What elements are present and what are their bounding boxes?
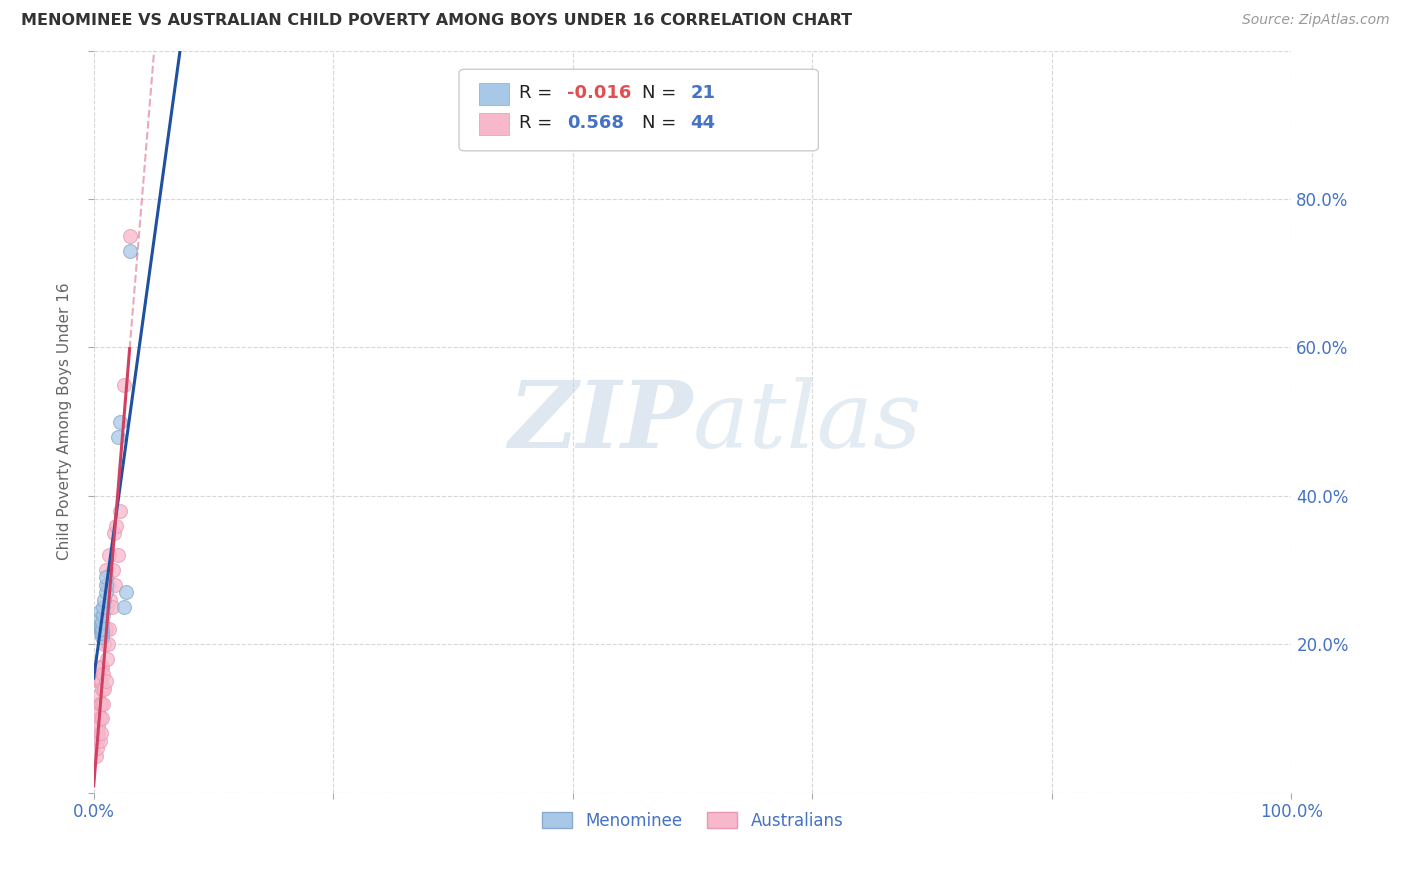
- Point: [118, 244, 141, 258]
- Point: [112, 377, 135, 392]
- Text: MENOMINEE VS AUSTRALIAN CHILD POVERTY AMONG BOYS UNDER 16 CORRELATION CHART: MENOMINEE VS AUSTRALIAN CHILD POVERTY AM…: [21, 13, 852, 29]
- Point: [84, 748, 107, 763]
- Point: [94, 585, 117, 599]
- Point: [89, 733, 111, 747]
- Point: [89, 674, 111, 689]
- Point: [98, 548, 121, 562]
- Point: [86, 726, 108, 740]
- Point: [107, 548, 129, 562]
- Point: [87, 689, 110, 703]
- Point: [91, 615, 114, 629]
- Point: [90, 618, 112, 632]
- Point: [89, 711, 111, 725]
- Point: [96, 600, 118, 615]
- Point: [89, 618, 111, 632]
- Point: [94, 563, 117, 577]
- Point: [94, 674, 117, 689]
- Text: N =: N =: [643, 84, 682, 102]
- Text: 0.568: 0.568: [567, 114, 624, 132]
- Bar: [479, 113, 509, 136]
- Text: R =: R =: [519, 114, 558, 132]
- Point: [91, 667, 114, 681]
- Point: [89, 659, 111, 673]
- Point: [91, 623, 114, 637]
- Point: [87, 726, 110, 740]
- Point: [90, 623, 112, 637]
- Point: [87, 719, 110, 733]
- Point: [107, 429, 129, 443]
- Point: [93, 637, 115, 651]
- Y-axis label: Child Poverty Among Boys Under 16: Child Poverty Among Boys Under 16: [58, 283, 72, 560]
- Point: [93, 681, 115, 696]
- Text: atlas: atlas: [693, 376, 922, 467]
- Point: [108, 504, 131, 518]
- Point: [94, 623, 117, 637]
- Point: [118, 229, 141, 244]
- Point: [98, 623, 121, 637]
- Point: [89, 604, 111, 618]
- Text: N =: N =: [643, 114, 682, 132]
- FancyBboxPatch shape: [458, 70, 818, 151]
- Point: [91, 626, 114, 640]
- Point: [103, 525, 125, 540]
- Point: [91, 607, 114, 622]
- Legend: Menominee, Australians: Menominee, Australians: [536, 805, 851, 837]
- Point: [90, 697, 112, 711]
- Point: [87, 704, 110, 718]
- Point: [89, 611, 111, 625]
- Text: -0.016: -0.016: [567, 84, 631, 102]
- Point: [91, 600, 114, 615]
- Point: [105, 518, 128, 533]
- Point: [86, 733, 108, 747]
- Point: [87, 674, 110, 689]
- Text: ZIP: ZIP: [509, 376, 693, 467]
- Point: [91, 711, 114, 725]
- Point: [91, 697, 114, 711]
- Point: [108, 415, 131, 429]
- Point: [94, 570, 117, 584]
- Text: 21: 21: [690, 84, 716, 102]
- Point: [91, 623, 114, 637]
- Point: [93, 592, 115, 607]
- Point: [89, 697, 111, 711]
- Point: [104, 578, 127, 592]
- Point: [97, 637, 120, 651]
- Text: R =: R =: [519, 84, 558, 102]
- Text: Source: ZipAtlas.com: Source: ZipAtlas.com: [1241, 13, 1389, 28]
- Point: [101, 563, 124, 577]
- Point: [97, 578, 120, 592]
- Point: [91, 630, 114, 644]
- Point: [100, 592, 122, 607]
- Point: [115, 585, 138, 599]
- Point: [90, 726, 112, 740]
- Point: [91, 659, 114, 673]
- Point: [112, 600, 135, 615]
- Point: [94, 578, 117, 592]
- Bar: [479, 83, 509, 105]
- Point: [90, 626, 112, 640]
- Point: [91, 681, 114, 696]
- Point: [96, 652, 118, 666]
- Point: [86, 741, 108, 756]
- Point: [100, 600, 122, 615]
- Point: [90, 674, 112, 689]
- Text: 44: 44: [690, 114, 716, 132]
